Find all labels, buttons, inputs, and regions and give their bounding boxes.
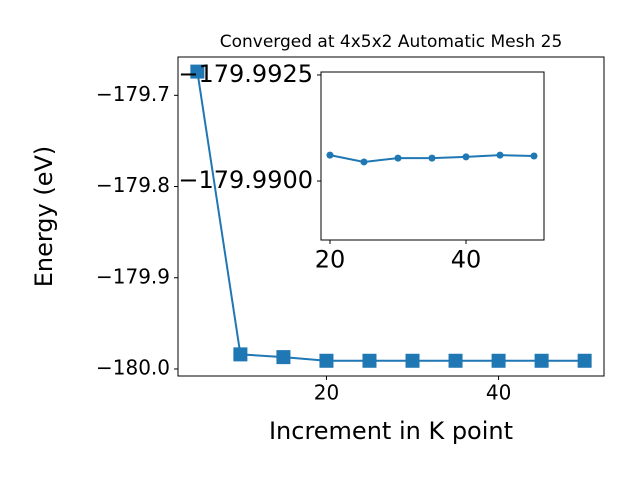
- marker: [491, 353, 506, 368]
- marker: [319, 353, 334, 368]
- marker: [577, 353, 592, 368]
- chart-title: Converged at 4x5x2 Automatic Mesh 25: [220, 32, 563, 52]
- x-tick-label: 20: [315, 245, 346, 273]
- marker: [394, 154, 402, 162]
- x-tick-label: 40: [486, 381, 511, 405]
- marker: [362, 353, 377, 368]
- y-axis-label: Energy (eV): [30, 146, 58, 288]
- marker: [190, 64, 205, 79]
- y-tick-label: −179.8: [96, 173, 170, 197]
- marker: [276, 350, 291, 365]
- x-tick-label: 40: [451, 245, 482, 273]
- x-tick-label: 20: [314, 381, 339, 405]
- marker: [233, 347, 248, 362]
- marker: [428, 154, 436, 162]
- marker: [534, 353, 549, 368]
- data-line: [196, 71, 585, 362]
- axes-frame: [177, 56, 605, 377]
- marker: [405, 353, 420, 368]
- marker: [496, 151, 504, 159]
- y-tick-label: −179.9925: [178, 60, 313, 88]
- marker: [448, 353, 463, 368]
- marker: [326, 151, 334, 159]
- y-tick-label: −179.7: [96, 82, 170, 106]
- axes-frame: [320, 71, 545, 241]
- y-tick-label: −179.9: [96, 264, 170, 288]
- marker: [462, 153, 470, 161]
- x-axis-label: Increment in K point: [269, 417, 513, 445]
- y-tick-label: −179.9900: [178, 166, 313, 194]
- y-tick-label: −180.0: [96, 355, 170, 379]
- marker: [530, 152, 538, 160]
- marker: [360, 158, 368, 166]
